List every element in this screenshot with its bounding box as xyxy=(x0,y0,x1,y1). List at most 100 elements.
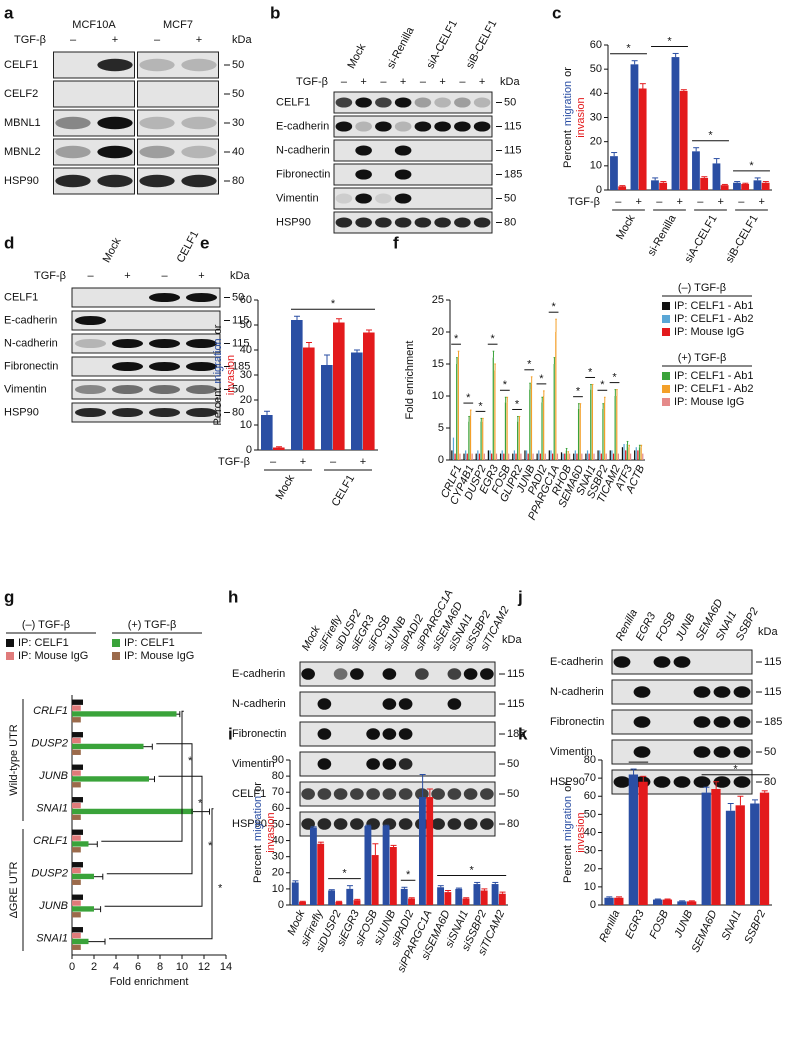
band xyxy=(74,384,107,395)
bar xyxy=(72,873,94,880)
band xyxy=(414,121,432,132)
significance-star: * xyxy=(708,130,713,142)
y-tick-label: DUSP2 xyxy=(31,868,68,880)
bar xyxy=(291,320,303,450)
bar xyxy=(597,450,599,460)
legend-label: IP: Mouse IgG xyxy=(674,326,744,338)
band xyxy=(434,217,451,228)
blot-strip xyxy=(71,402,221,423)
row-label: Fibronectin xyxy=(232,728,286,740)
group-label: siB-CELF1 xyxy=(724,213,761,265)
bar xyxy=(72,808,193,815)
x-tick-label: – xyxy=(656,196,663,208)
band xyxy=(97,116,133,130)
bar xyxy=(513,450,516,460)
y-tick-label: 50 xyxy=(272,818,284,830)
column-header: Mock xyxy=(101,235,124,264)
bar xyxy=(480,890,488,905)
y-axis-label: Percent migration or xyxy=(252,782,264,883)
band xyxy=(447,818,462,830)
y-tick-label: 50 xyxy=(240,319,252,331)
bar xyxy=(671,57,680,191)
y-axis-label: Percent migration or xyxy=(212,324,224,425)
kda-marker: 50 xyxy=(507,758,519,770)
band xyxy=(111,338,144,349)
band xyxy=(733,686,751,698)
bar xyxy=(576,453,578,460)
band xyxy=(375,193,392,204)
significance-star: * xyxy=(636,751,641,763)
row-label: E-cadherin xyxy=(232,668,285,680)
band xyxy=(415,788,429,800)
x-tick-label: – xyxy=(697,196,704,208)
kda-marker: 115 xyxy=(764,656,782,668)
y-tick-label: 60 xyxy=(240,294,252,306)
kda-marker: 115 xyxy=(504,120,522,132)
band xyxy=(185,407,218,418)
bar xyxy=(72,699,83,705)
bar xyxy=(621,447,624,460)
bar xyxy=(463,453,465,460)
significance-star: * xyxy=(733,764,738,776)
bar xyxy=(527,453,529,460)
band xyxy=(181,174,217,188)
blot-strip xyxy=(137,109,219,137)
y-tick-label: 5 xyxy=(438,422,444,434)
x-tick-label: 8 xyxy=(157,961,163,973)
x-tick-label: EGR3 xyxy=(623,908,647,941)
kda-marker: 185 xyxy=(764,716,782,728)
blot-strip xyxy=(137,80,219,108)
significance-star: * xyxy=(208,840,213,852)
bar xyxy=(468,421,470,460)
panel-label: a xyxy=(4,3,14,22)
bar xyxy=(677,901,687,905)
y-tick-label: 80 xyxy=(584,754,596,766)
bar xyxy=(659,182,668,190)
band xyxy=(74,315,107,326)
y-label-part: Percent xyxy=(212,388,224,426)
bar xyxy=(692,151,700,190)
panel-label: e xyxy=(200,233,209,252)
bar xyxy=(72,737,81,744)
bar xyxy=(400,888,408,905)
bar xyxy=(628,447,630,460)
bar xyxy=(494,370,496,460)
legend-swatch xyxy=(662,328,670,336)
kda-marker: 50 xyxy=(504,96,516,108)
bar xyxy=(261,415,273,450)
y-axis-label: invasion xyxy=(575,812,587,852)
bar xyxy=(437,887,445,905)
bar xyxy=(452,437,455,460)
band xyxy=(434,97,451,108)
bar xyxy=(653,899,663,905)
band xyxy=(415,668,429,680)
blot-strip xyxy=(53,80,135,108)
band xyxy=(454,97,471,108)
y-label-part: or xyxy=(562,782,574,792)
row-label: CELF2 xyxy=(4,88,38,100)
row-label: MBNL2 xyxy=(4,146,41,158)
band xyxy=(473,217,491,228)
legend-swatch xyxy=(662,385,670,393)
y-tick-label: 10 xyxy=(590,160,602,172)
band xyxy=(653,656,671,668)
legend-swatch xyxy=(6,652,14,660)
y-tick-label: JUNB xyxy=(38,770,68,782)
bar xyxy=(471,453,473,460)
group-label: CELF1 xyxy=(330,473,358,509)
bar xyxy=(512,453,514,460)
bar xyxy=(553,364,555,460)
band xyxy=(673,656,691,668)
bar xyxy=(574,450,576,460)
row-label: Vimentin xyxy=(276,192,319,204)
y-label-series: migration xyxy=(252,796,264,841)
band xyxy=(139,145,175,159)
bar xyxy=(501,450,503,460)
group-label: Mock xyxy=(274,473,298,502)
treatment: – xyxy=(380,76,387,88)
band xyxy=(713,776,731,788)
band xyxy=(355,217,372,228)
legend-label: IP: CELF1 - Ab1 xyxy=(674,300,753,312)
bar xyxy=(614,897,624,905)
kda-marker: 115 xyxy=(764,686,782,698)
